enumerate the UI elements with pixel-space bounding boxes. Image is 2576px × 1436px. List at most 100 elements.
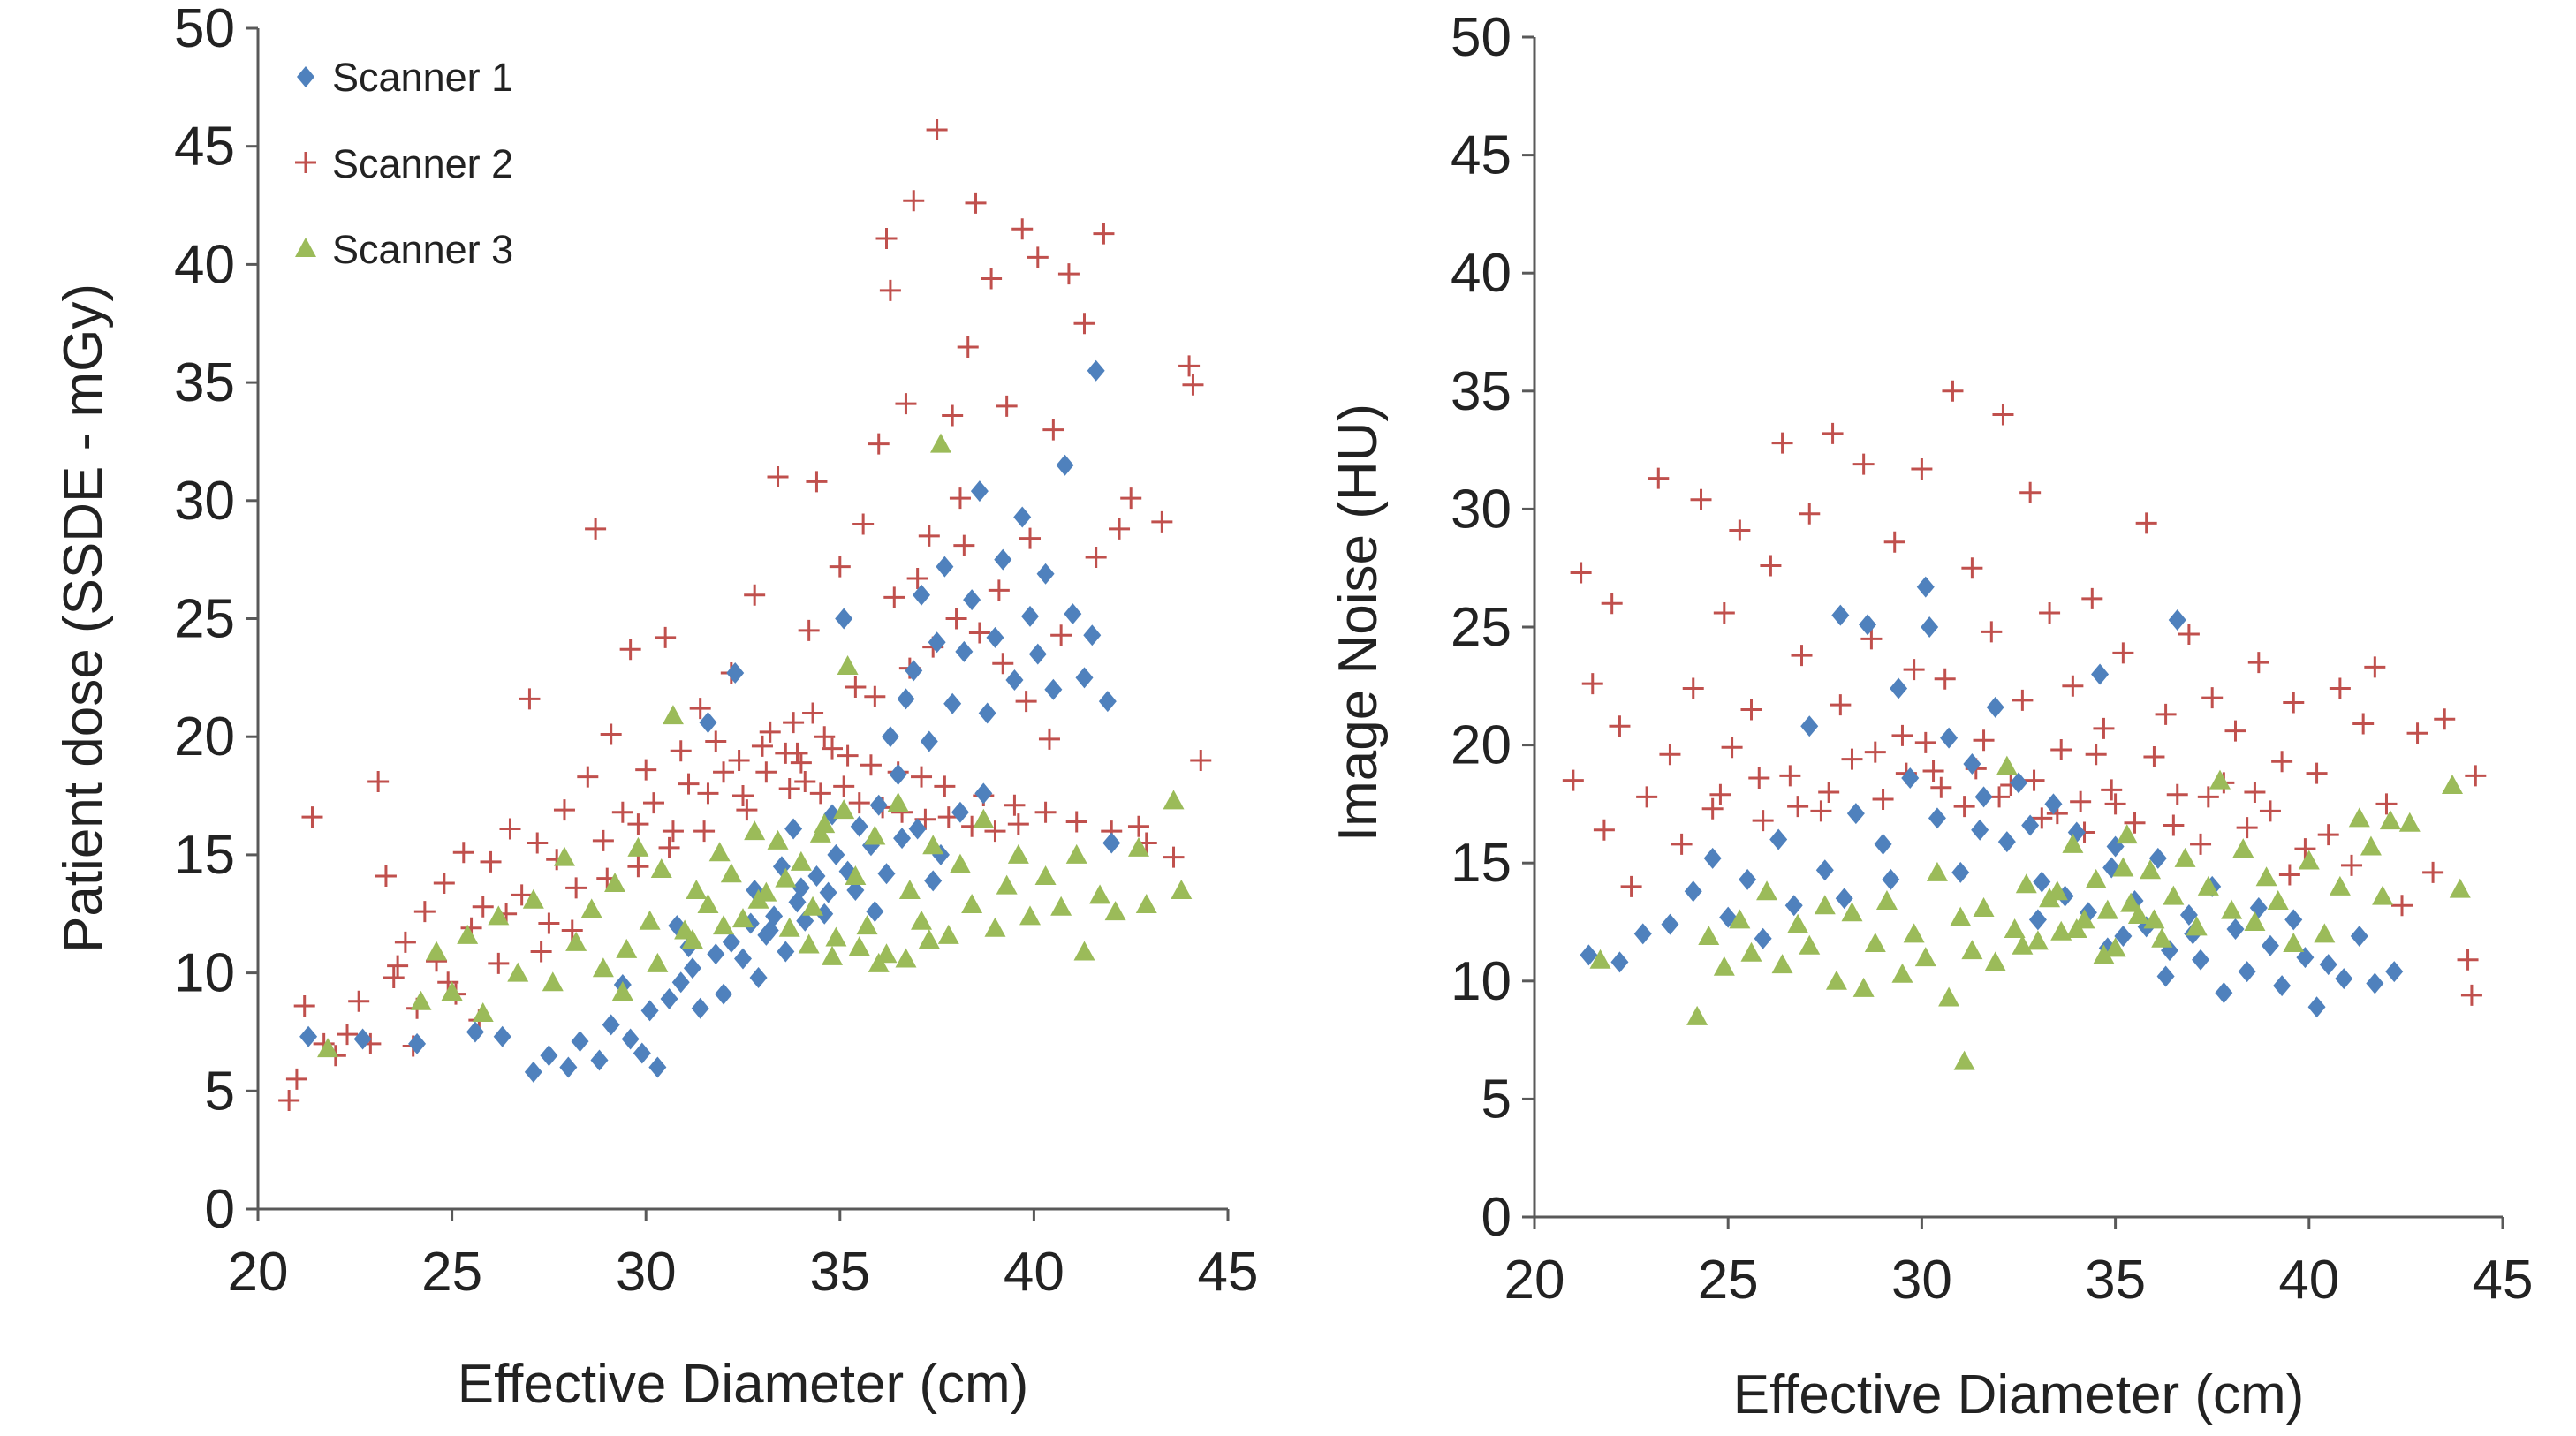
dose-y-tick-label: 45 [174,117,235,178]
dose-scanner2-point [553,799,575,821]
noise-x-tick-label: 25 [1698,1250,1759,1311]
dose-scanner1-point [1102,832,1121,854]
dose-scanner3-point [1171,880,1193,900]
dose-scanner1-point [784,818,803,840]
dose-scanner2-point [879,279,901,301]
noise-y-ticks: 0 5 10 15 20 25 30 35 40 45 50 [1451,7,1534,1248]
noise-scanner3-point [2186,916,2208,936]
dose-scanner2-point [293,995,315,1017]
dose-scanner2-point [301,806,323,828]
dose-scanner1-point [671,971,690,994]
noise-scanner1-point [2238,961,2256,983]
dose-scanner2-point [627,856,649,878]
noise-scanner2-point [2306,762,2328,784]
dose-scanner1-point [955,640,974,662]
noise-scanner1-point [1800,715,1819,737]
noise-y-tick-label: 20 [1451,715,1512,776]
dose-scanner2-point [798,619,820,641]
dose-scanner2-point [655,626,677,648]
dose-scanner1-point [1075,667,1094,689]
noise-scanner2-point [2375,793,2398,815]
noise-scanner1-point [2033,871,2051,893]
dose-scanner3-point [650,858,672,878]
dose-scanner2-point [705,730,727,752]
noise-scanner3-point [2027,930,2049,950]
dose-scanner2-point [868,433,890,455]
dose-scanner3-point [1034,865,1057,885]
dose-scanner3-point [1065,843,1087,864]
noise-scanner3-point [2120,892,2142,912]
dose-scanner1-point [963,589,981,611]
noise-scanner3-point [2449,878,2471,898]
noise-scanner1-point [1610,951,1629,973]
dose-scanner2-point [1042,419,1064,441]
dose-scanner3-point [848,936,870,956]
dose-x-tick-label: 25 [421,1242,482,1303]
dose-scanner1-point [815,903,834,925]
noise-scanner3-point [1814,895,1836,915]
noise-scanner3-point [1740,941,1762,962]
noise-scanner2-point [1713,601,1735,624]
noise-scanner2-point [1872,789,1894,811]
noise-scanner3-point [2116,824,2138,844]
dose-scanner1-point [559,1056,578,1078]
dose-scanner1-point [1021,605,1040,627]
noise-scanner3-point [1996,755,2018,775]
noise-scanner3-point [2085,868,2107,888]
dose-y-tick-label: 5 [205,1061,235,1122]
noise-scanner1-point [1963,752,1981,775]
dose-scanner1-point [905,660,923,682]
noise-scanner3-point [1961,940,1983,960]
noise-scanner1-point [2010,772,2027,794]
noise-scanner2-point [1709,783,1731,805]
dose-scanner3-point [744,820,766,841]
dose-scanner2-point [911,766,933,788]
noise-scanner2-point [2278,864,2300,886]
dose-y-tick-label: 30 [174,471,235,532]
dose-scanner1-point [920,730,938,752]
noise-scanner1-point [1916,576,1935,598]
dose-scanner2-point [511,884,533,906]
dose-scanner2-point [1178,355,1201,377]
dose-scanner3-point [488,905,510,926]
dose-scanner2-point [488,952,510,974]
dose-scanner3-point [1089,884,1111,904]
dose-scanner3-point [720,863,742,883]
dose-scanner2-point [367,771,390,793]
dose-scanner2-point [903,190,925,212]
dose-scanner2-point [926,118,948,140]
noise-scanner2-point [2070,790,2092,812]
noise-scanner2-point [1953,796,1975,818]
noise-scanner2-point [2155,703,2177,725]
dose-scanner2-point [833,775,855,797]
noise-scanner2-point [2081,587,2103,609]
dose-scanner2-point [822,737,844,760]
dose-x-axis-title: Effective Diameter (cm) [458,1354,1029,1415]
dose-scanner3-point [825,926,847,947]
noise-scanner2-point [1671,833,1693,855]
dose-scanner2-point [635,759,657,781]
dose-scanner1-point [408,1032,427,1054]
dose-scanner3-point [1050,896,1072,916]
noise-scanner2-point [2050,738,2072,760]
noise-scanner2-point [2236,817,2258,839]
dose-scanner1-point [715,983,733,1005]
dose-scanner1-point [913,584,931,606]
dose-scanner2-point [728,749,750,771]
noise-scanner2-point [1690,488,1712,510]
noise-scanner1-point [1846,803,1865,825]
dose-scanner2-point [577,766,599,788]
noise-scanner1-point [2284,909,2303,931]
dose-scanner1-point [881,726,899,748]
noise-scanner3-point [2232,838,2254,858]
dose-scanner1-point [590,1049,609,1071]
noise-scanner3-point [2163,885,2185,905]
noise-scanner3-point [2065,918,2087,939]
dose-scanner3-point [937,924,959,944]
dose-scanner2-point [1050,624,1072,646]
noise-scanner3-point [1756,880,1778,901]
legend-label-scanner-3: Scanner 3 [332,227,513,272]
legend-marker-scanner-1 [297,66,314,87]
dose-scanner2-point [693,820,716,843]
noise-scanner2-point [2329,677,2351,699]
